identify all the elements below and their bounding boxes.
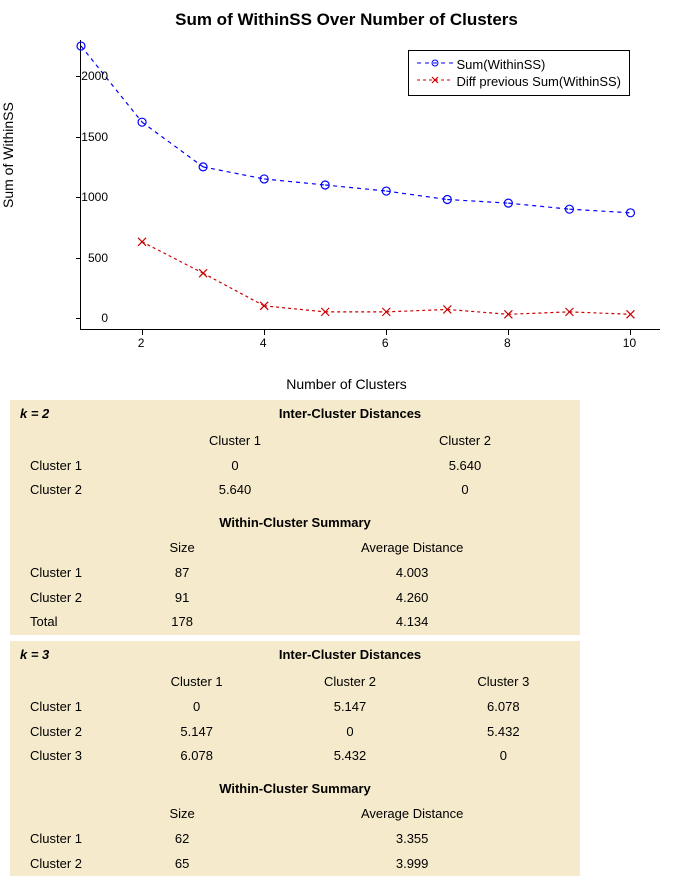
cell: 5.147 xyxy=(120,720,273,745)
cell: 0 xyxy=(120,695,273,720)
k2-inter-title: Inter-Cluster Distances xyxy=(120,400,580,429)
row-label: Cluster 1 xyxy=(10,827,120,852)
cell: 6.078 xyxy=(427,695,580,720)
k3-label: k = 3 xyxy=(10,641,120,670)
cell: 5.640 xyxy=(350,454,580,479)
legend: Sum(WithinSS) Diff previous Sum(WithinSS… xyxy=(408,50,630,96)
y-tick-label: 2000 xyxy=(68,69,108,83)
cell: 178 xyxy=(120,610,244,635)
cell: 91 xyxy=(120,586,244,611)
row-label: Cluster 2 xyxy=(10,852,120,876)
cell: 5.432 xyxy=(427,720,580,745)
y-tick-label: 0 xyxy=(68,311,108,325)
x-tick-label: 6 xyxy=(382,336,389,350)
cell: 6.078 xyxy=(120,744,273,769)
cell: 0 xyxy=(120,454,350,479)
row-label: Cluster 3 xyxy=(10,744,120,769)
y-axis-label: Sum of WithinSS xyxy=(0,102,16,208)
cell: 5.432 xyxy=(273,744,426,769)
elbow-chart: Sum of WithinSS Over Number of Clusters … xyxy=(0,0,693,400)
col-header: Cluster 1 xyxy=(120,670,273,695)
cell: 0 xyxy=(273,720,426,745)
x-tick-label: 2 xyxy=(138,336,145,350)
cell: 3.355 xyxy=(244,827,580,852)
k2-within-wrap: Within-Cluster Summary xyxy=(10,503,580,536)
cell: 65 xyxy=(120,852,244,876)
row-label: Cluster 1 xyxy=(10,454,120,479)
col-header: Average Distance xyxy=(244,802,580,827)
row-label: Total xyxy=(10,610,120,635)
k2-inter-table: Cluster 1Cluster 2Cluster 105.640Cluster… xyxy=(10,429,580,503)
cell: 62 xyxy=(120,827,244,852)
section-k3: k = 3 Inter-Cluster Distances Cluster 1C… xyxy=(10,641,580,876)
y-tick-label: 500 xyxy=(68,251,108,265)
cell: 4.003 xyxy=(244,561,580,586)
x-tick-label: 10 xyxy=(623,336,636,350)
cell: 87 xyxy=(120,561,244,586)
row-label: Cluster 2 xyxy=(10,478,120,503)
legend-label-2: Diff previous Sum(WithinSS) xyxy=(457,74,621,89)
x-tick-label: 8 xyxy=(504,336,511,350)
k2-label: k = 2 xyxy=(10,400,120,429)
col-header: Average Distance xyxy=(244,536,580,561)
k3-inter-title: Inter-Cluster Distances xyxy=(120,641,580,670)
cell: 5.640 xyxy=(120,478,350,503)
cell: 3.999 xyxy=(244,852,580,876)
k2-within-title: Within-Cluster Summary xyxy=(10,503,580,536)
row-label: Cluster 1 xyxy=(10,695,120,720)
legend-label-1: Sum(WithinSS) xyxy=(457,57,546,72)
cell: 0 xyxy=(350,478,580,503)
col-header: Size xyxy=(120,802,244,827)
row-label: Cluster 1 xyxy=(10,561,120,586)
k3-within-title: Within-Cluster Summary xyxy=(10,769,580,802)
col-header: Cluster 2 xyxy=(273,670,426,695)
tables-wrap: k = 2 Inter-Cluster Distances Cluster 1C… xyxy=(10,400,580,876)
y-tick-label: 1500 xyxy=(68,130,108,144)
k3-inter-table: Cluster 1Cluster 2Cluster 3Cluster 105.1… xyxy=(10,670,580,769)
legend-marker-1 xyxy=(417,57,453,72)
cell: 5.147 xyxy=(273,695,426,720)
k2-within-table: SizeAverage Distance Cluster 1874.003 Clus… xyxy=(10,536,580,635)
legend-marker-2 xyxy=(417,74,453,89)
y-tick-label: 1000 xyxy=(68,190,108,204)
col-header: Cluster 2 xyxy=(350,429,580,454)
row-label: Cluster 2 xyxy=(10,586,120,611)
chart-title: Sum of WithinSS Over Number of Clusters xyxy=(0,0,693,30)
col-header: Size xyxy=(120,536,244,561)
k3-within-table: SizeAverage Distance Cluster 1623.355 Clus… xyxy=(10,802,580,876)
row-label: Cluster 2 xyxy=(10,720,120,745)
x-tick-label: 4 xyxy=(260,336,267,350)
plot-area: Sum(WithinSS) Diff previous Sum(WithinSS… xyxy=(80,40,660,330)
cell: 4.260 xyxy=(244,586,580,611)
col-header: Cluster 3 xyxy=(427,670,580,695)
cell: 0 xyxy=(427,744,580,769)
col-header: Cluster 1 xyxy=(120,429,350,454)
k3-within-wrap: Within-Cluster Summary xyxy=(10,769,580,802)
x-axis-label: Number of Clusters xyxy=(0,376,693,392)
section-k2: k = 2 Inter-Cluster Distances Cluster 1C… xyxy=(10,400,580,635)
cell: 4.134 xyxy=(244,610,580,635)
